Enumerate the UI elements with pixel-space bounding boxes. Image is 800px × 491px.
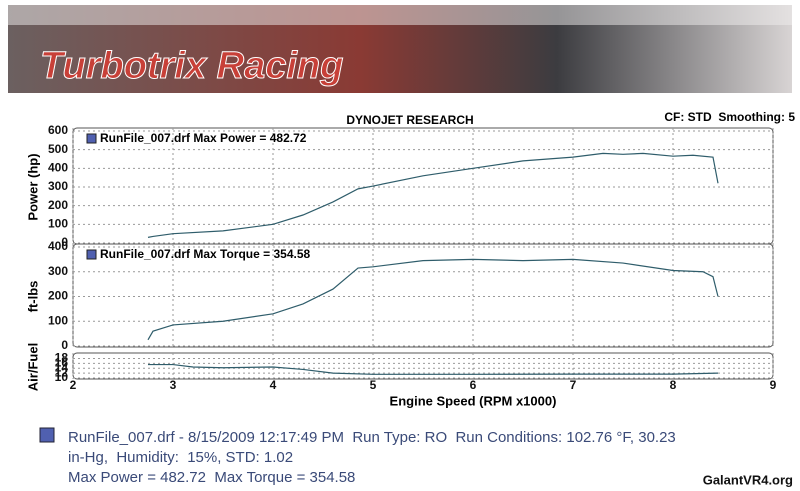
legend-label: RunFile_007.drf Max Torque = 354.58 [100,247,311,261]
y-tick-label: 14 [55,360,69,374]
y-tick-label: 400 [48,161,68,175]
x-tick-label: 9 [770,378,777,392]
x-tick-label: 7 [570,378,577,392]
brand: Turbotrix Racing [40,45,343,87]
legend-icon [86,249,97,260]
y-tick-label: 300 [48,264,68,278]
y-tick-label: 18 [55,351,69,365]
data-line [147,152,719,238]
y-tick-label: 100 [48,217,68,231]
y-axis-label: Air/Fuel [25,343,40,391]
panel [72,127,774,245]
y-tick-label: 100 [48,313,68,327]
y-tick-label: 400 [48,239,68,253]
legend-icon [39,427,55,443]
y-tick-label: 200 [48,289,68,303]
footer-line: in-Hg, Humidity: 15%, STD: 1.02 [68,449,293,466]
data-line [147,258,719,341]
legend-label: RunFile_007.drf Max Power = 482.72 [100,131,307,145]
y-tick-label: 16 [55,356,69,370]
x-axis-label: Engine Speed (RPM x1000) [390,393,557,408]
x-tick-label: 8 [670,378,677,392]
y-tick-label: 300 [48,179,68,193]
watermark: GalantVR4.org [703,472,793,487]
data-line [148,363,719,375]
footer-line: RunFile_007.drf - 8/15/2009 12:17:49 PM … [68,429,676,446]
panel [72,352,774,380]
x-tick-label: 6 [470,378,477,392]
y-axis-label: ft-lbs [25,281,40,313]
y-tick-label: 600 [48,123,68,137]
x-tick-label: 2 [70,378,77,392]
y-tick-label: 10 [55,370,69,384]
x-tick-label: 4 [270,378,277,392]
footer-line: Max Power = 482.72 Max Torque = 354.58 [68,469,355,486]
y-tick-label: 200 [48,198,68,212]
y-tick-label: 12 [55,365,69,379]
settings: CF: STD Smoothing: 5 [664,110,795,124]
x-tick-label: 3 [170,378,177,392]
y-tick-label: 0 [61,235,68,249]
y-tick-label: 0 [61,338,68,352]
legend-icon [86,133,97,144]
x-tick-label: 5 [370,378,377,392]
banner-shade [8,5,792,25]
y-tick-label: 500 [48,142,68,156]
y-axis-label: Power (hp) [25,153,40,220]
chart-title: DYNOJET RESEARCH [346,113,473,127]
